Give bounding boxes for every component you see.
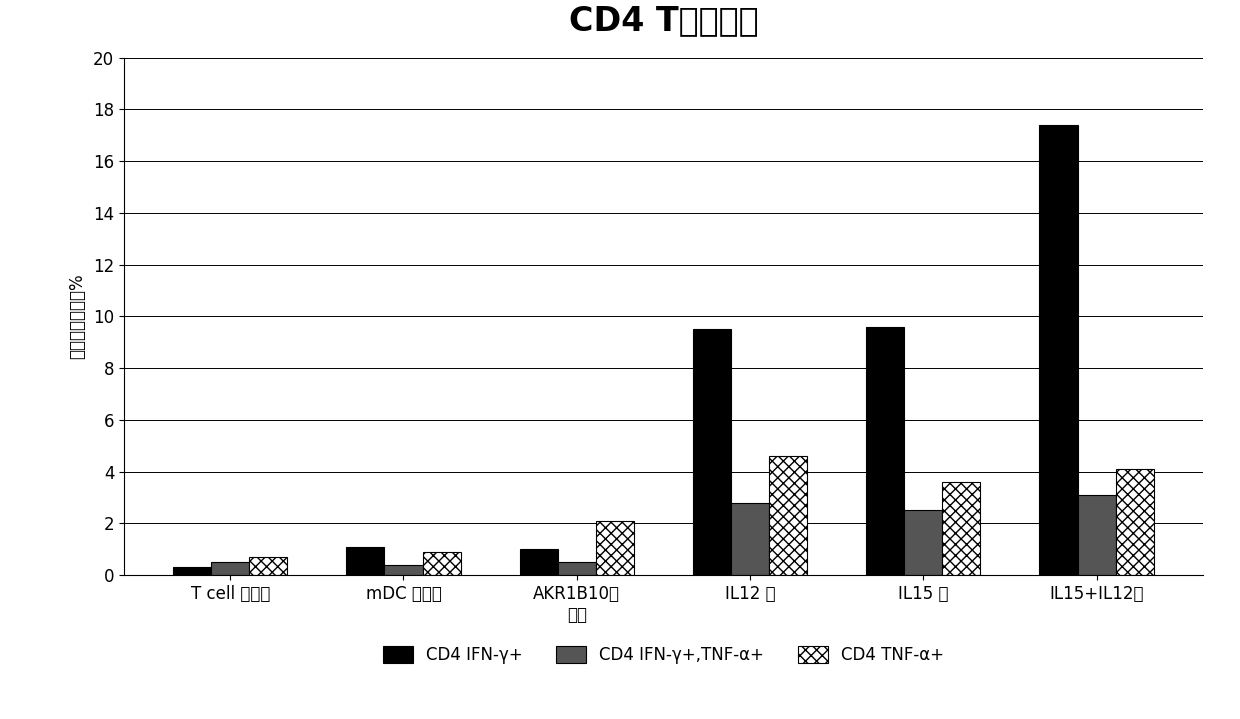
Legend: CD4 IFN-γ+, CD4 IFN-γ+,TNF-α+, CD4 TNF-α+: CD4 IFN-γ+, CD4 IFN-γ+,TNF-α+, CD4 TNF-α… [376, 639, 951, 670]
Bar [596, 521, 634, 575]
Bar [558, 562, 596, 575]
Y-axis label: 阳性细胞比例，%: 阳性细胞比例，% [68, 273, 86, 360]
Bar [866, 326, 904, 575]
Bar [423, 552, 461, 575]
Bar [1039, 125, 1078, 575]
Bar [730, 503, 769, 575]
Bar [174, 567, 211, 575]
Bar [384, 565, 423, 575]
Bar [211, 562, 249, 575]
Bar [520, 549, 558, 575]
Bar [249, 557, 288, 575]
Bar [769, 456, 807, 575]
Bar [693, 329, 730, 575]
Bar [1078, 495, 1116, 575]
Title: CD4 T细胞应答: CD4 T细胞应答 [569, 4, 758, 37]
Bar [1116, 469, 1153, 575]
Bar [942, 482, 981, 575]
Bar [346, 546, 384, 575]
Bar [904, 510, 942, 575]
